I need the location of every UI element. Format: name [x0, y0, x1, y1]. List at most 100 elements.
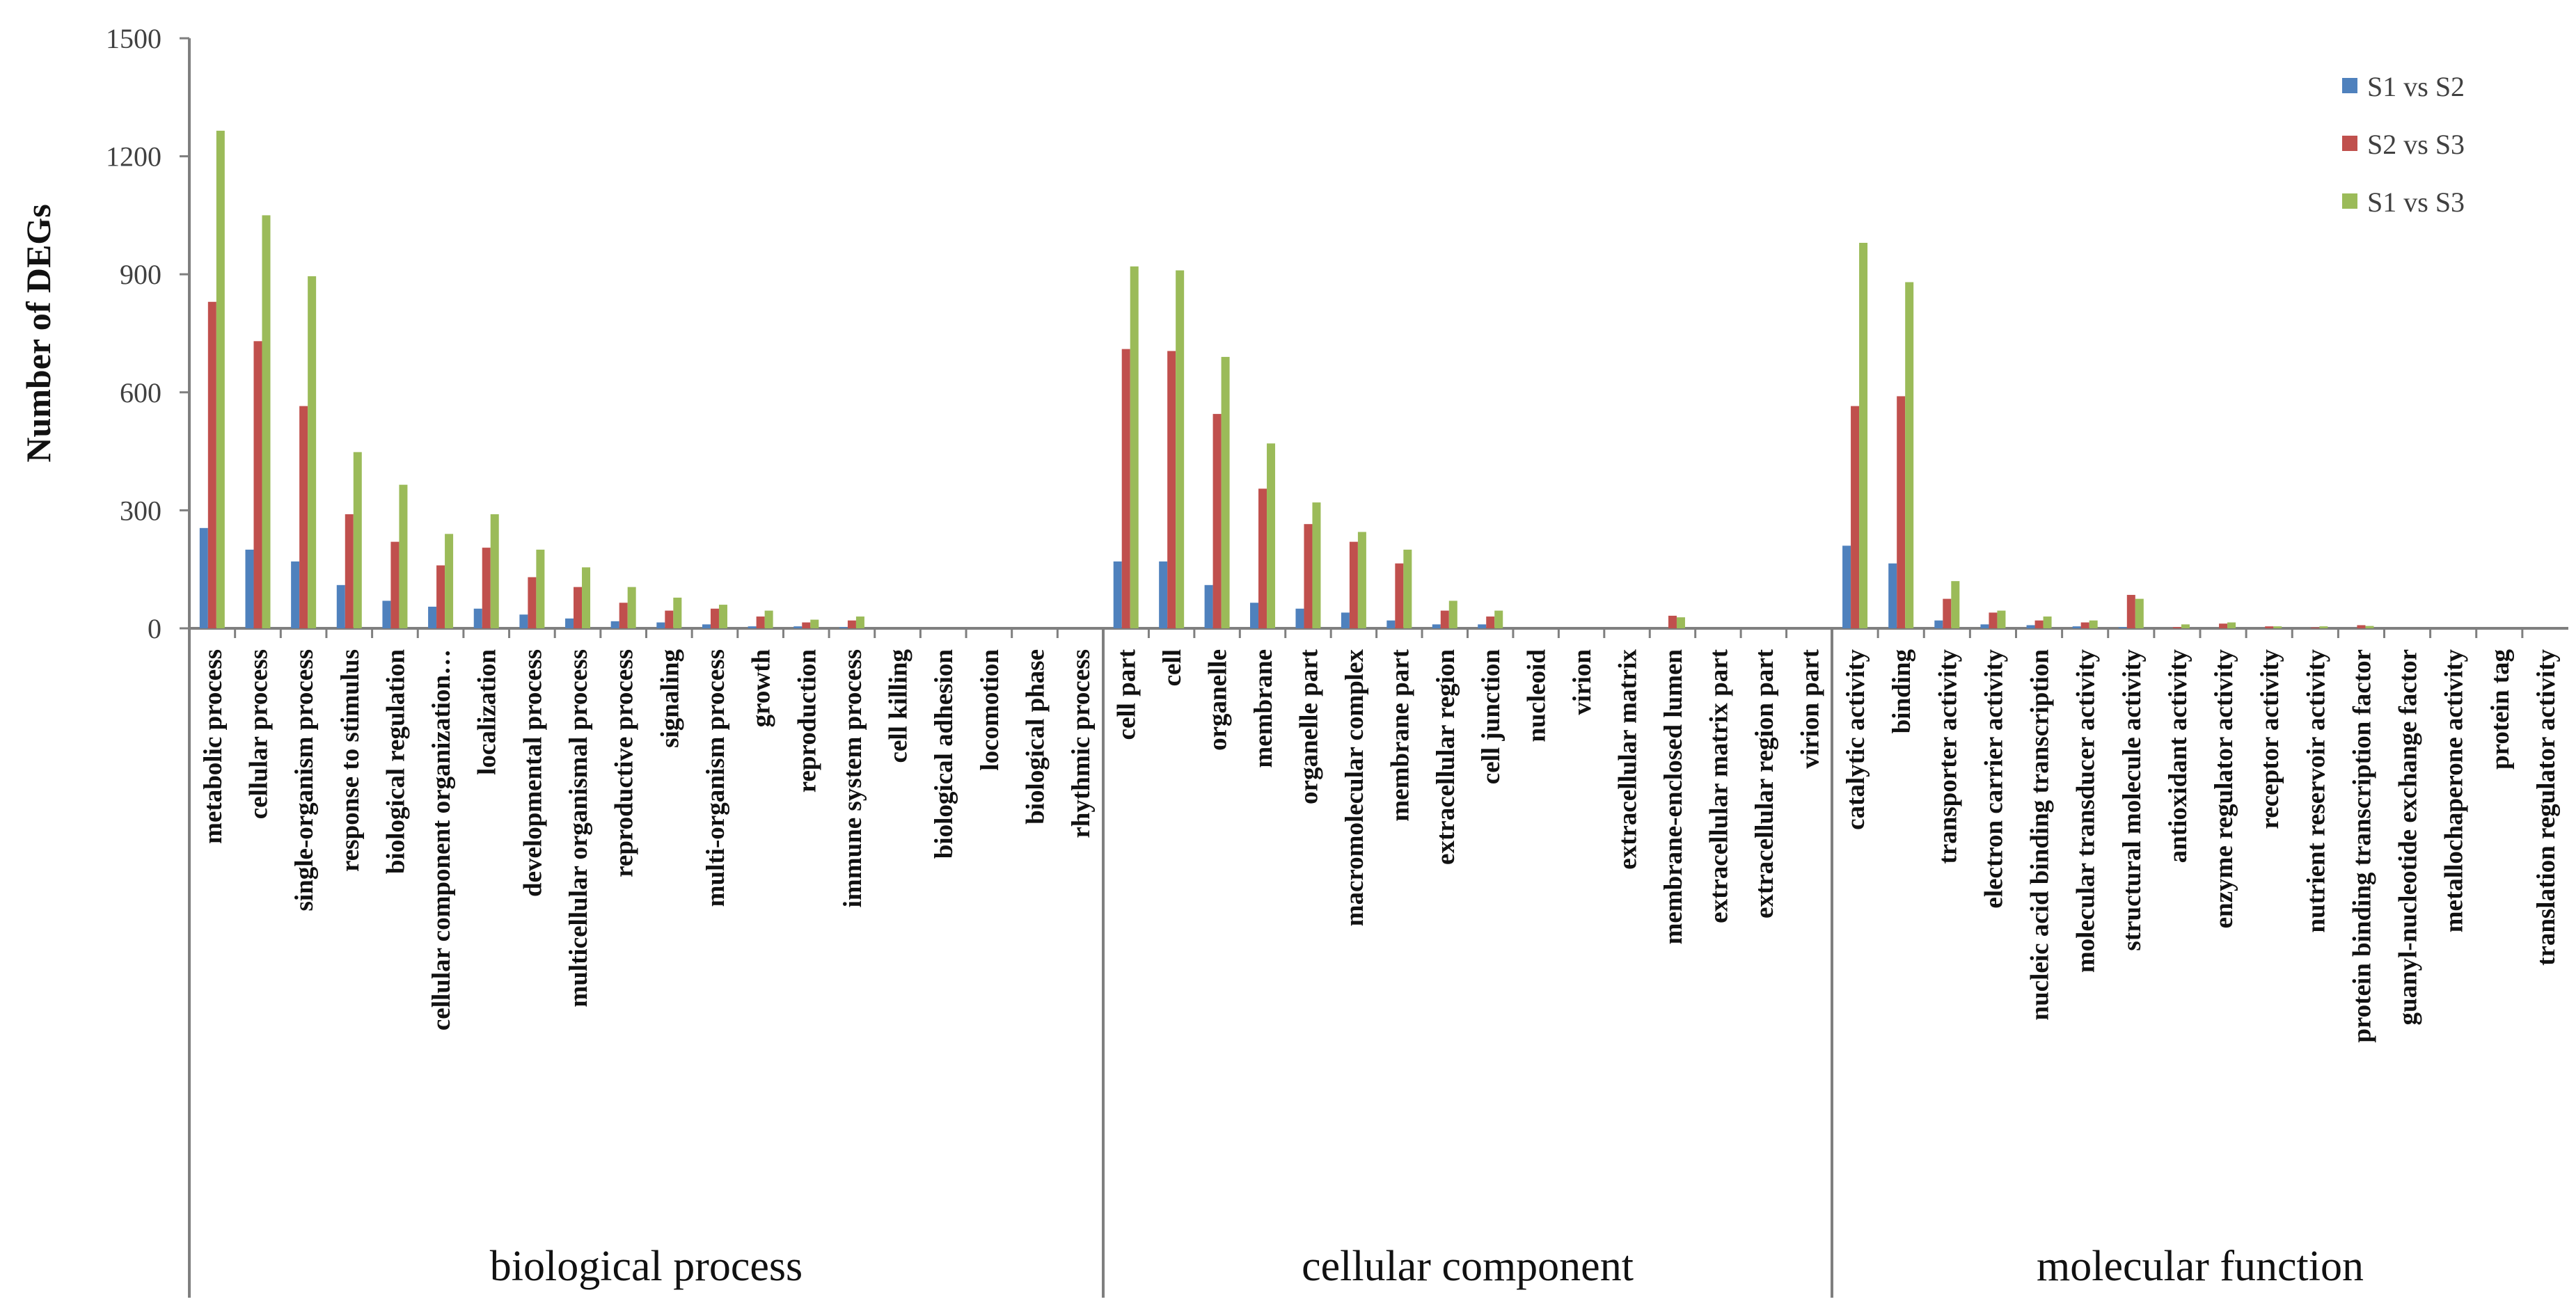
bar [619, 603, 628, 628]
bar [2126, 594, 2135, 628]
bar [1212, 413, 1222, 628]
bar [627, 587, 636, 628]
bar [199, 527, 208, 628]
bar [2135, 598, 2144, 628]
category-label: nucleoid [1523, 649, 1551, 742]
bar [519, 614, 528, 628]
bar [336, 584, 345, 628]
bar [718, 605, 727, 628]
bar [1486, 616, 1495, 628]
bar [1267, 443, 1276, 628]
category-label: protein tag [2486, 649, 2515, 770]
category-label: guanyl-nucleotide exchange factor [2394, 649, 2423, 1026]
category-label: extracellular matrix [1614, 649, 1643, 870]
category-label: extracellular matrix part [1705, 648, 1733, 923]
legend: S1 vs S2 S2 vs S3 S1 vs S3 [2342, 71, 2465, 218]
category-label: reproduction [793, 649, 821, 793]
category-label: cell killing [885, 649, 913, 763]
bar [253, 341, 262, 628]
category-label: locomotion [976, 649, 1004, 771]
category-label: cellular component organization… [427, 649, 456, 1030]
category-label: virion part [1796, 648, 1824, 768]
bar [565, 618, 574, 628]
bar [2080, 622, 2089, 628]
bar [482, 548, 491, 628]
category-label: organelle [1204, 649, 1233, 751]
bar [2072, 626, 2081, 628]
bar [1258, 488, 1267, 628]
bar [2181, 624, 2190, 628]
bar [1951, 581, 1960, 628]
category-label: multicellular organismal process [564, 649, 593, 1008]
bar [839, 627, 848, 628]
bar [1386, 620, 1396, 628]
bar [1312, 502, 1321, 628]
category-label: transporter activity [1934, 649, 1962, 864]
category-label: membrane-enclosed lumen [1659, 649, 1688, 945]
group-label: cellular component [1302, 1243, 1634, 1290]
category-label: single-organism process [290, 649, 319, 912]
category-label: cell part [1113, 648, 1141, 740]
bar [1121, 349, 1130, 628]
bar [855, 616, 864, 628]
bar [1478, 624, 1487, 628]
bar [299, 406, 308, 628]
bar [1167, 351, 1176, 628]
bar [1357, 532, 1366, 628]
bar [1395, 563, 1404, 628]
category-label: electron carrier activity [1980, 649, 2008, 909]
group-label: molecular function [2037, 1243, 2364, 1290]
bar [382, 600, 391, 628]
bar [1341, 612, 1350, 628]
category-label: response to stimulus [336, 649, 365, 872]
category-label: enzyme regulator activity [2210, 649, 2238, 929]
category-label: cell [1158, 649, 1187, 686]
bar [764, 610, 773, 628]
legend-entry: S1 vs S3 [2367, 186, 2465, 218]
category-label: metallochaperone activity [2440, 649, 2469, 933]
y-tick-label: 1500 [106, 23, 161, 54]
bar [656, 622, 665, 628]
bar [262, 215, 271, 628]
bar [2026, 625, 2035, 628]
bar [291, 561, 300, 628]
bar [436, 565, 445, 628]
bar [1432, 624, 1441, 628]
category-label: signaling [656, 649, 684, 748]
bar [473, 608, 482, 628]
category-label: receptor activity [2256, 649, 2284, 829]
category-label: nutrient reservoir activity [2302, 649, 2330, 933]
bar [1349, 541, 1358, 628]
bar [748, 626, 757, 628]
bar [1905, 282, 1914, 628]
category-label: virion [1568, 649, 1597, 715]
bar [445, 534, 454, 628]
bar [610, 621, 619, 628]
bar [1943, 598, 1952, 628]
labels-layer: 0 300 600 900 1200 1500 Number of DEGs metaboli… [19, 23, 2561, 1290]
bar [1859, 242, 1868, 628]
bar [2357, 625, 2366, 628]
y-axis-title: Number of DEGs [19, 204, 58, 462]
bar [1221, 356, 1230, 628]
bar [2365, 626, 2374, 628]
bar [1440, 610, 1449, 628]
bar [536, 549, 545, 628]
bar [2089, 620, 2098, 628]
category-label: binding [1888, 649, 1916, 734]
category-label: biological phase [1022, 649, 1050, 825]
category-label: molecular transducer activity [2072, 649, 2101, 973]
y-tick-label: 0 [148, 613, 161, 644]
category-label: macromolecular complex [1341, 649, 1369, 927]
bar [1448, 600, 1457, 628]
category-label: developmental process [519, 649, 547, 897]
category-label: cellular process [244, 649, 273, 819]
bar [1997, 610, 2006, 628]
bar [802, 622, 811, 628]
category-label: extracellular region part [1751, 648, 1779, 918]
bar [308, 276, 317, 628]
bar [810, 619, 819, 628]
bar [1676, 617, 1685, 628]
bar [1494, 610, 1503, 628]
